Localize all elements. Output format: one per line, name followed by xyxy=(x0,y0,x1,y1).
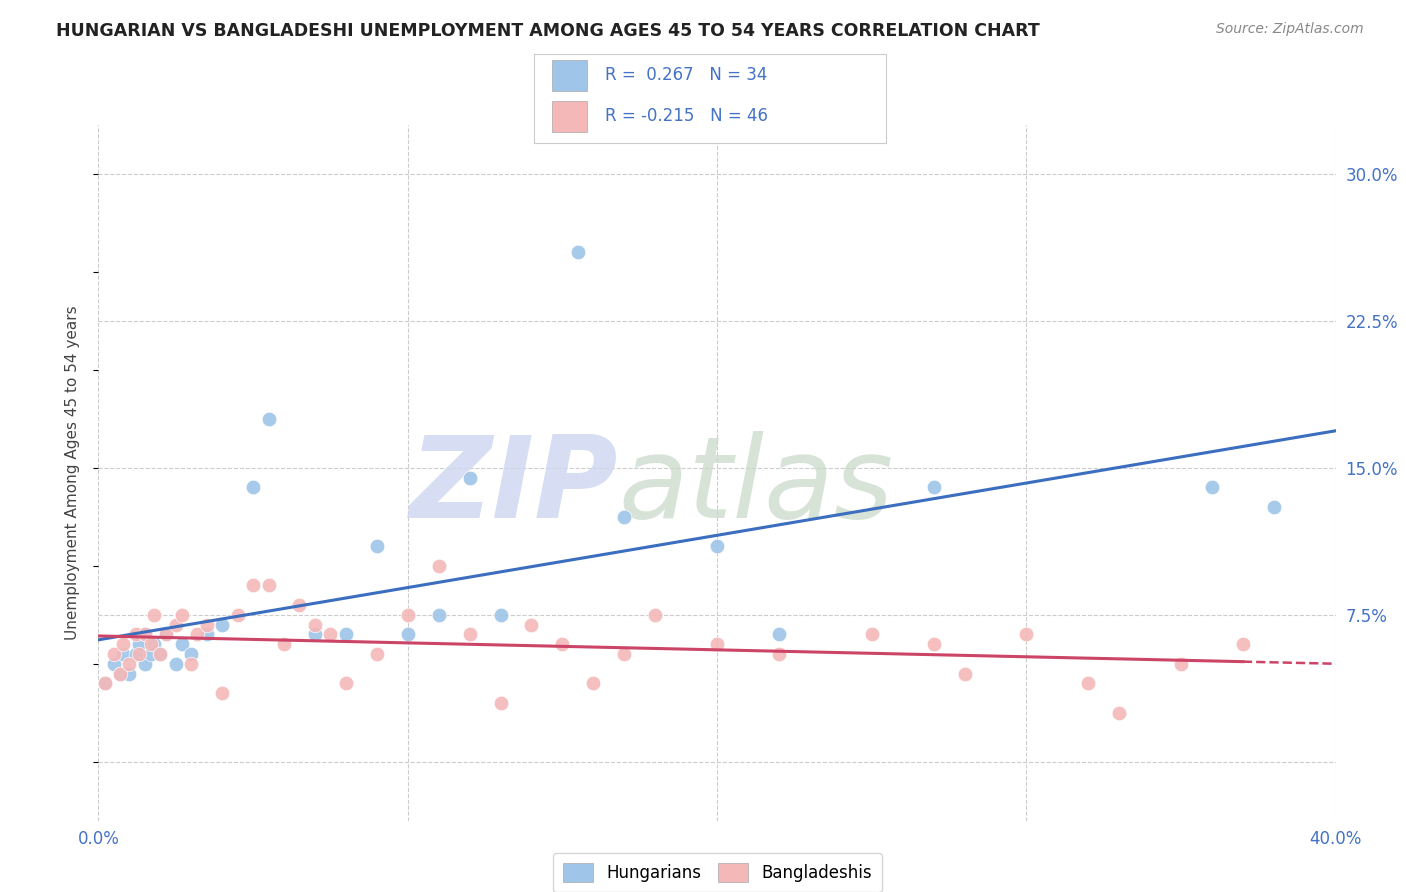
Text: HUNGARIAN VS BANGLADESHI UNEMPLOYMENT AMONG AGES 45 TO 54 YEARS CORRELATION CHAR: HUNGARIAN VS BANGLADESHI UNEMPLOYMENT AM… xyxy=(56,22,1040,40)
Point xyxy=(165,657,187,671)
Point xyxy=(706,539,728,553)
Point xyxy=(768,627,790,641)
Point xyxy=(226,607,249,622)
Point xyxy=(304,617,326,632)
FancyBboxPatch shape xyxy=(551,101,588,132)
Point xyxy=(112,637,135,651)
Point xyxy=(195,617,218,632)
Point xyxy=(366,539,388,553)
Point xyxy=(118,657,141,671)
Point xyxy=(93,676,115,690)
Point xyxy=(644,607,666,622)
Point xyxy=(427,558,450,573)
Point xyxy=(458,470,481,484)
Point xyxy=(582,676,605,690)
Point xyxy=(195,627,218,641)
Point xyxy=(288,598,311,612)
Point xyxy=(706,637,728,651)
Point xyxy=(108,666,131,681)
Legend: Hungarians, Bangladeshis: Hungarians, Bangladeshis xyxy=(553,853,882,892)
Text: ZIP: ZIP xyxy=(409,431,619,542)
Point xyxy=(124,627,146,641)
Point xyxy=(1077,676,1099,690)
Point xyxy=(1201,480,1223,494)
Point xyxy=(170,637,193,651)
Point xyxy=(551,637,574,651)
Point xyxy=(335,676,357,690)
Point xyxy=(489,607,512,622)
Point xyxy=(953,666,976,681)
Point xyxy=(1170,657,1192,671)
Point xyxy=(458,627,481,641)
Point xyxy=(319,627,342,641)
Point xyxy=(520,617,543,632)
Point xyxy=(257,578,280,592)
Point xyxy=(134,627,156,641)
Point xyxy=(112,647,135,661)
Point xyxy=(242,480,264,494)
Point xyxy=(1108,706,1130,720)
Point xyxy=(180,647,202,661)
Point xyxy=(242,578,264,592)
Point xyxy=(118,666,141,681)
Point xyxy=(273,637,295,651)
Point xyxy=(335,627,357,641)
Point xyxy=(149,647,172,661)
Point xyxy=(922,637,945,651)
Point xyxy=(108,666,131,681)
Point xyxy=(922,480,945,494)
Point xyxy=(211,686,233,700)
FancyBboxPatch shape xyxy=(551,60,588,91)
Point xyxy=(134,627,156,641)
Point xyxy=(1263,500,1285,514)
Point xyxy=(257,412,280,426)
Point xyxy=(489,696,512,710)
Text: R =  0.267   N = 34: R = 0.267 N = 34 xyxy=(605,66,766,85)
Point xyxy=(149,647,172,661)
Point xyxy=(304,627,326,641)
Point xyxy=(139,637,162,651)
Point xyxy=(103,657,125,671)
Point xyxy=(93,676,115,690)
Point xyxy=(128,637,150,651)
Text: R = -0.215   N = 46: R = -0.215 N = 46 xyxy=(605,107,768,126)
Point xyxy=(1015,627,1038,641)
Point xyxy=(165,617,187,632)
Point xyxy=(180,657,202,671)
Point xyxy=(396,627,419,641)
Point xyxy=(211,617,233,632)
Point xyxy=(366,647,388,661)
Point xyxy=(128,647,150,661)
Point xyxy=(170,607,193,622)
Text: atlas: atlas xyxy=(619,431,893,542)
Point xyxy=(768,647,790,661)
Point xyxy=(143,637,166,651)
Y-axis label: Unemployment Among Ages 45 to 54 years: Unemployment Among Ages 45 to 54 years xyxy=(65,305,80,640)
Point xyxy=(155,627,177,641)
Point xyxy=(613,509,636,524)
Point xyxy=(134,657,156,671)
Point xyxy=(124,647,146,661)
Point xyxy=(613,647,636,661)
Point xyxy=(103,647,125,661)
Point xyxy=(155,627,177,641)
Point xyxy=(139,647,162,661)
Point xyxy=(143,607,166,622)
Point xyxy=(567,245,589,260)
Text: Source: ZipAtlas.com: Source: ZipAtlas.com xyxy=(1216,22,1364,37)
Point xyxy=(427,607,450,622)
Point xyxy=(860,627,883,641)
Point xyxy=(1232,637,1254,651)
Point xyxy=(396,607,419,622)
Point xyxy=(186,627,208,641)
